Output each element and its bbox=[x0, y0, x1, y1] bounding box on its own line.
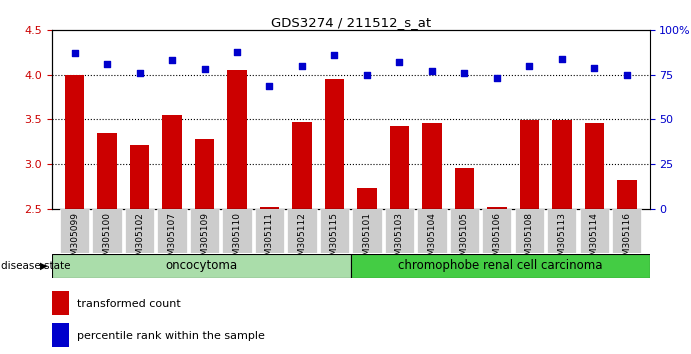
Bar bbox=[260, 207, 279, 209]
Point bbox=[394, 59, 405, 65]
Point bbox=[621, 72, 632, 78]
FancyBboxPatch shape bbox=[158, 209, 187, 253]
Text: GSM305114: GSM305114 bbox=[590, 212, 599, 267]
Text: oncocytoma: oncocytoma bbox=[165, 259, 237, 272]
FancyBboxPatch shape bbox=[580, 209, 609, 253]
Text: GSM305104: GSM305104 bbox=[428, 212, 437, 267]
Text: GSM305115: GSM305115 bbox=[330, 212, 339, 267]
FancyBboxPatch shape bbox=[482, 209, 511, 253]
Point bbox=[231, 49, 243, 55]
Bar bbox=[390, 126, 409, 209]
Point bbox=[102, 61, 113, 67]
Bar bbox=[487, 207, 507, 209]
Text: GSM305101: GSM305101 bbox=[362, 212, 372, 267]
Point bbox=[524, 63, 535, 69]
FancyBboxPatch shape bbox=[60, 209, 89, 253]
Point bbox=[459, 70, 470, 76]
Point bbox=[134, 70, 145, 76]
Text: GSM305100: GSM305100 bbox=[102, 212, 111, 267]
Bar bbox=[357, 188, 377, 209]
FancyBboxPatch shape bbox=[547, 209, 576, 253]
FancyBboxPatch shape bbox=[352, 209, 381, 253]
Point bbox=[361, 72, 372, 78]
Bar bbox=[617, 180, 636, 209]
Bar bbox=[520, 120, 539, 209]
Text: GSM305106: GSM305106 bbox=[493, 212, 502, 267]
FancyBboxPatch shape bbox=[223, 209, 252, 253]
Point bbox=[329, 52, 340, 58]
FancyBboxPatch shape bbox=[515, 209, 544, 253]
Text: GSM305112: GSM305112 bbox=[297, 212, 306, 267]
Text: GSM305109: GSM305109 bbox=[200, 212, 209, 267]
Point bbox=[167, 58, 178, 63]
FancyBboxPatch shape bbox=[612, 209, 641, 253]
Text: GSM305116: GSM305116 bbox=[623, 212, 632, 267]
Text: percentile rank within the sample: percentile rank within the sample bbox=[77, 331, 265, 341]
Bar bbox=[65, 75, 84, 209]
Bar bbox=[552, 120, 571, 209]
Bar bbox=[325, 79, 344, 209]
Bar bbox=[292, 122, 312, 209]
FancyBboxPatch shape bbox=[320, 209, 349, 253]
Point bbox=[491, 75, 502, 81]
FancyBboxPatch shape bbox=[190, 209, 219, 253]
Text: GSM305108: GSM305108 bbox=[525, 212, 534, 267]
Point bbox=[199, 67, 210, 72]
Point bbox=[296, 63, 307, 69]
Text: GSM305111: GSM305111 bbox=[265, 212, 274, 267]
Text: GSM305107: GSM305107 bbox=[167, 212, 176, 267]
Bar bbox=[455, 168, 474, 209]
Text: transformed count: transformed count bbox=[77, 299, 180, 309]
Bar bbox=[585, 123, 604, 209]
FancyBboxPatch shape bbox=[385, 209, 414, 253]
Text: GSM305102: GSM305102 bbox=[135, 212, 144, 267]
Bar bbox=[130, 144, 149, 209]
Bar bbox=[422, 123, 442, 209]
FancyBboxPatch shape bbox=[93, 209, 122, 253]
FancyBboxPatch shape bbox=[287, 209, 316, 253]
Bar bbox=[97, 133, 117, 209]
Bar bbox=[227, 70, 247, 209]
FancyBboxPatch shape bbox=[350, 254, 650, 278]
FancyBboxPatch shape bbox=[52, 254, 350, 278]
Title: GDS3274 / 211512_s_at: GDS3274 / 211512_s_at bbox=[271, 16, 430, 29]
Text: GSM305110: GSM305110 bbox=[232, 212, 241, 267]
Point bbox=[426, 68, 437, 74]
Text: disease state: disease state bbox=[1, 261, 71, 271]
Point bbox=[589, 65, 600, 70]
FancyBboxPatch shape bbox=[450, 209, 479, 253]
Point bbox=[556, 56, 567, 62]
Text: GSM305113: GSM305113 bbox=[558, 212, 567, 267]
Text: GSM305099: GSM305099 bbox=[70, 212, 79, 267]
Point bbox=[264, 83, 275, 88]
Text: GSM305105: GSM305105 bbox=[460, 212, 469, 267]
Bar bbox=[52, 291, 68, 315]
FancyBboxPatch shape bbox=[125, 209, 154, 253]
Text: chromophobe renal cell carcinoma: chromophobe renal cell carcinoma bbox=[398, 259, 603, 272]
FancyBboxPatch shape bbox=[255, 209, 284, 253]
Text: GSM305103: GSM305103 bbox=[395, 212, 404, 267]
Bar bbox=[52, 323, 68, 347]
Text: ▶: ▶ bbox=[39, 261, 47, 271]
Bar bbox=[195, 139, 214, 209]
Point bbox=[69, 51, 80, 56]
FancyBboxPatch shape bbox=[417, 209, 446, 253]
Bar bbox=[162, 115, 182, 209]
